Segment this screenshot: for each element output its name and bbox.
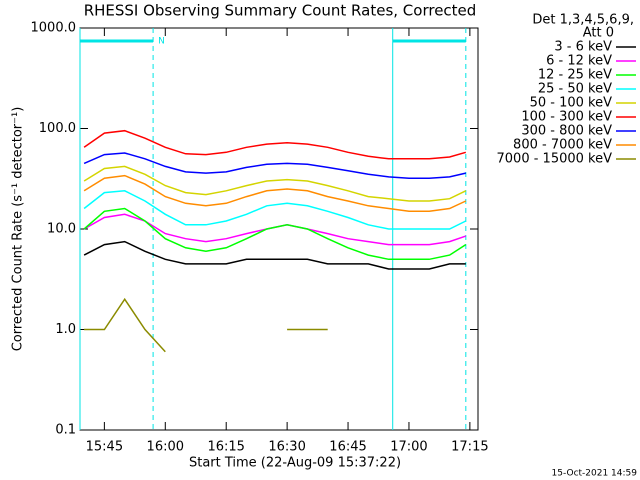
y-tick-label: 100.0	[39, 121, 76, 136]
legend-label: 100 - 300 keV	[521, 110, 612, 125]
x-tick-label: 17:15	[451, 440, 488, 455]
legend-label: 7000 - 15000 keV	[497, 152, 613, 167]
legend-label: 12 - 25 keV	[538, 68, 612, 83]
y-tick-label: 0.1	[55, 423, 76, 438]
x-tick-label: 16:45	[329, 440, 366, 455]
legend-label: 300 - 800 keV	[521, 124, 612, 139]
y-tick-label: 1.0	[55, 322, 76, 337]
x-tick-label: 15:45	[86, 440, 123, 455]
y-axis-label: Corrected Count Rate (s⁻¹ detector⁻¹)	[11, 107, 26, 352]
series-line	[83, 129, 467, 160]
x-tick-label: 17:00	[390, 440, 427, 455]
x-tick-label: 16:00	[147, 440, 184, 455]
y-tick-label: 1000.0	[31, 21, 77, 36]
footer: 15-Oct-2021 14:59	[552, 469, 638, 479]
legend-label: 3 - 6 keV	[554, 40, 612, 55]
series-line	[83, 174, 467, 213]
series-line	[84, 297, 328, 353]
legend-label: 25 - 50 keV	[538, 82, 612, 97]
legend-title: Att 0	[583, 26, 614, 41]
legend-title: Det 1,3,4,5,6,9,	[532, 13, 634, 28]
series-line	[83, 190, 467, 230]
y-tick-label: 10.0	[47, 222, 76, 237]
x-tick-label: 16:30	[268, 440, 305, 455]
series-line	[83, 240, 466, 270]
x-axis-label: Start Time (22-Aug-09 15:37:22)	[189, 456, 401, 471]
legend-label: 50 - 100 keV	[530, 96, 613, 111]
series-line	[83, 152, 466, 179]
series-line	[83, 207, 467, 261]
legend-label: 6 - 12 keV	[546, 54, 612, 69]
series-line	[83, 165, 467, 202]
interval-label: N	[158, 37, 165, 47]
x-tick-label: 16:15	[207, 440, 244, 455]
chart-title: RHESSI Observing Summary Count Rates, Co…	[84, 2, 477, 20]
legend-label: 800 - 7000 keV	[513, 138, 612, 153]
